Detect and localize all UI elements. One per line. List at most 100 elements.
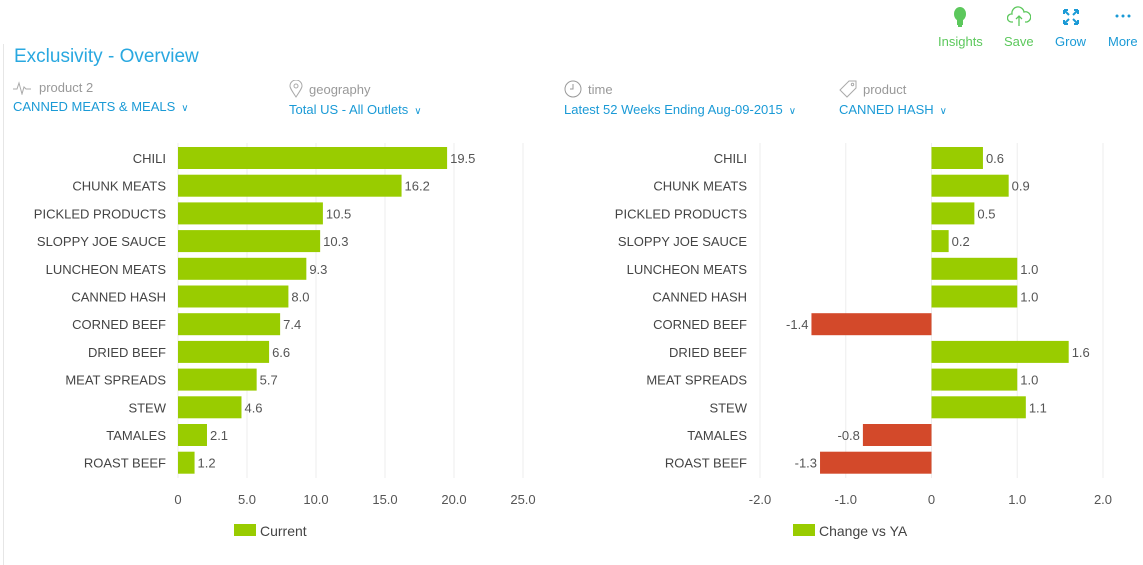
bar-chart-2: -2.0 -1.0 0 1.0 2.0 CHILI 0.6 CHUNK MEATS 0.9 PIC… bbox=[615, 143, 1112, 539]
content-frame bbox=[3, 44, 4, 565]
filter-value: CANNED HASH bbox=[839, 102, 934, 117]
more-button[interactable]: More bbox=[1108, 6, 1138, 49]
bar bbox=[178, 313, 281, 336]
location-pin-icon bbox=[289, 80, 303, 98]
axis-tick-label: 10.0 bbox=[303, 492, 328, 507]
filter-dropdown[interactable]: Total US - All Outlets ∨ bbox=[289, 102, 422, 117]
category-label: DRIED BEEF bbox=[669, 345, 747, 360]
grow-button[interactable]: Grow bbox=[1055, 6, 1086, 49]
save-label: Save bbox=[1004, 34, 1034, 49]
chevron-down-icon: ∨ bbox=[788, 106, 797, 117]
data-label: -0.8 bbox=[837, 428, 859, 443]
pulse-icon bbox=[13, 80, 31, 95]
category-label: CORNED BEEF bbox=[653, 317, 747, 332]
category-label: PICKLED PRODUCTS bbox=[615, 206, 748, 221]
data-label: 16.2 bbox=[405, 179, 430, 194]
category-label: MEAT SPREADS bbox=[646, 373, 747, 388]
filter-caption: product bbox=[863, 81, 907, 97]
data-label: 7.4 bbox=[283, 317, 301, 332]
bar bbox=[811, 313, 932, 336]
category-label: ROAST BEEF bbox=[665, 456, 747, 471]
bar bbox=[820, 451, 932, 474]
legend-swatch bbox=[234, 524, 256, 536]
axis-tick-label: 15.0 bbox=[372, 492, 397, 507]
data-label: 0.9 bbox=[1012, 179, 1030, 194]
axis-tick-label: 2.0 bbox=[1094, 492, 1112, 507]
category-label: CANNED HASH bbox=[71, 290, 166, 305]
more-label: More bbox=[1108, 34, 1138, 49]
bar bbox=[931, 147, 983, 169]
filter-value: Latest 52 Weeks Ending Aug-09-2015 bbox=[564, 102, 783, 117]
save-button[interactable]: Save bbox=[1004, 6, 1034, 49]
bar bbox=[931, 257, 1018, 280]
axis-tick-label: 5.0 bbox=[238, 492, 256, 507]
data-label: 0.2 bbox=[952, 234, 970, 249]
bar bbox=[178, 174, 402, 197]
insights-label: Insights bbox=[938, 34, 983, 49]
category-label: LUNCHEON MEATS bbox=[627, 262, 748, 277]
category-label: CHUNK MEATS bbox=[653, 179, 747, 194]
bar bbox=[178, 340, 270, 363]
filter-geography: geography Total US - All Outlets ∨ bbox=[289, 80, 422, 117]
bar bbox=[931, 230, 949, 253]
filter-caption: product 2 bbox=[39, 80, 94, 95]
filter-dropdown[interactable]: CANNED MEATS & MEALS ∨ bbox=[13, 99, 189, 114]
bar bbox=[862, 424, 932, 446]
filter-product-2: product 2 CANNED MEATS & MEALS ∨ bbox=[13, 80, 189, 114]
filter-value: CANNED MEATS & MEALS bbox=[13, 99, 176, 114]
category-label: STEW bbox=[128, 400, 166, 415]
data-label: 10.3 bbox=[323, 234, 348, 249]
filter-dropdown[interactable]: Latest 52 Weeks Ending Aug-09-2015 ∨ bbox=[564, 102, 796, 117]
bar bbox=[931, 285, 1018, 308]
bar bbox=[178, 257, 307, 280]
filter-product: product CANNED HASH ∨ bbox=[839, 80, 947, 117]
category-label: STEW bbox=[709, 400, 747, 415]
category-label: CORNED BEEF bbox=[72, 317, 166, 332]
category-label: MEAT SPREADS bbox=[65, 373, 166, 388]
data-label: 1.1 bbox=[1029, 400, 1047, 415]
filter-caption: geography bbox=[309, 81, 371, 97]
category-label: TAMALES bbox=[106, 428, 166, 443]
data-label: 4.6 bbox=[244, 400, 262, 415]
data-label: 6.6 bbox=[272, 345, 290, 360]
data-label: 1.6 bbox=[1072, 345, 1090, 360]
axis-tick-label: 0 bbox=[174, 492, 181, 507]
category-label: CHILI bbox=[133, 151, 166, 166]
category-label: LUNCHEON MEATS bbox=[46, 262, 167, 277]
filter-dropdown[interactable]: CANNED HASH ∨ bbox=[839, 102, 947, 117]
axis-tick-label: 1.0 bbox=[1008, 492, 1026, 507]
data-label: 10.5 bbox=[326, 206, 351, 221]
bar-chart-1: 0 5.0 10.0 15.0 20.0 25.0 CHILI 19.5 CHUNK MEATS… bbox=[34, 143, 536, 539]
bar bbox=[178, 230, 321, 253]
filter-time: time Latest 52 Weeks Ending Aug-09-2015 ∨ bbox=[564, 80, 796, 117]
category-label: SLOPPY JOE SAUCE bbox=[37, 234, 166, 249]
insights-button[interactable]: Insights bbox=[938, 6, 983, 49]
bar bbox=[178, 202, 323, 225]
legend-swatch bbox=[793, 524, 815, 536]
axis-tick-label: 25.0 bbox=[510, 492, 535, 507]
data-label: 1.0 bbox=[1020, 262, 1038, 277]
category-label: SLOPPY JOE SAUCE bbox=[618, 234, 747, 249]
data-label: -1.3 bbox=[795, 456, 817, 471]
bar bbox=[931, 202, 975, 225]
chevron-down-icon: ∨ bbox=[939, 106, 947, 117]
page-title: Exclusivity - Overview bbox=[14, 46, 199, 67]
category-label: PICKLED PRODUCTS bbox=[34, 206, 167, 221]
clock-icon bbox=[564, 80, 582, 98]
grow-label: Grow bbox=[1055, 34, 1087, 49]
bar bbox=[178, 147, 448, 169]
category-label: ROAST BEEF bbox=[84, 456, 166, 471]
tag-icon bbox=[839, 80, 857, 98]
chevron-down-icon: ∨ bbox=[181, 103, 189, 114]
data-label: 2.1 bbox=[210, 428, 228, 443]
category-label: CHUNK MEATS bbox=[72, 179, 166, 194]
category-label: DRIED BEEF bbox=[88, 345, 166, 360]
axis-tick-label: -1.0 bbox=[835, 492, 857, 507]
data-label: 1.2 bbox=[198, 456, 216, 471]
data-label: 5.7 bbox=[260, 373, 278, 388]
bar bbox=[931, 396, 1026, 419]
chevron-down-icon: ∨ bbox=[414, 106, 422, 117]
axis-tick-label: 0 bbox=[928, 492, 935, 507]
data-label: 0.6 bbox=[986, 151, 1004, 166]
more-dots-icon bbox=[1115, 14, 1131, 18]
